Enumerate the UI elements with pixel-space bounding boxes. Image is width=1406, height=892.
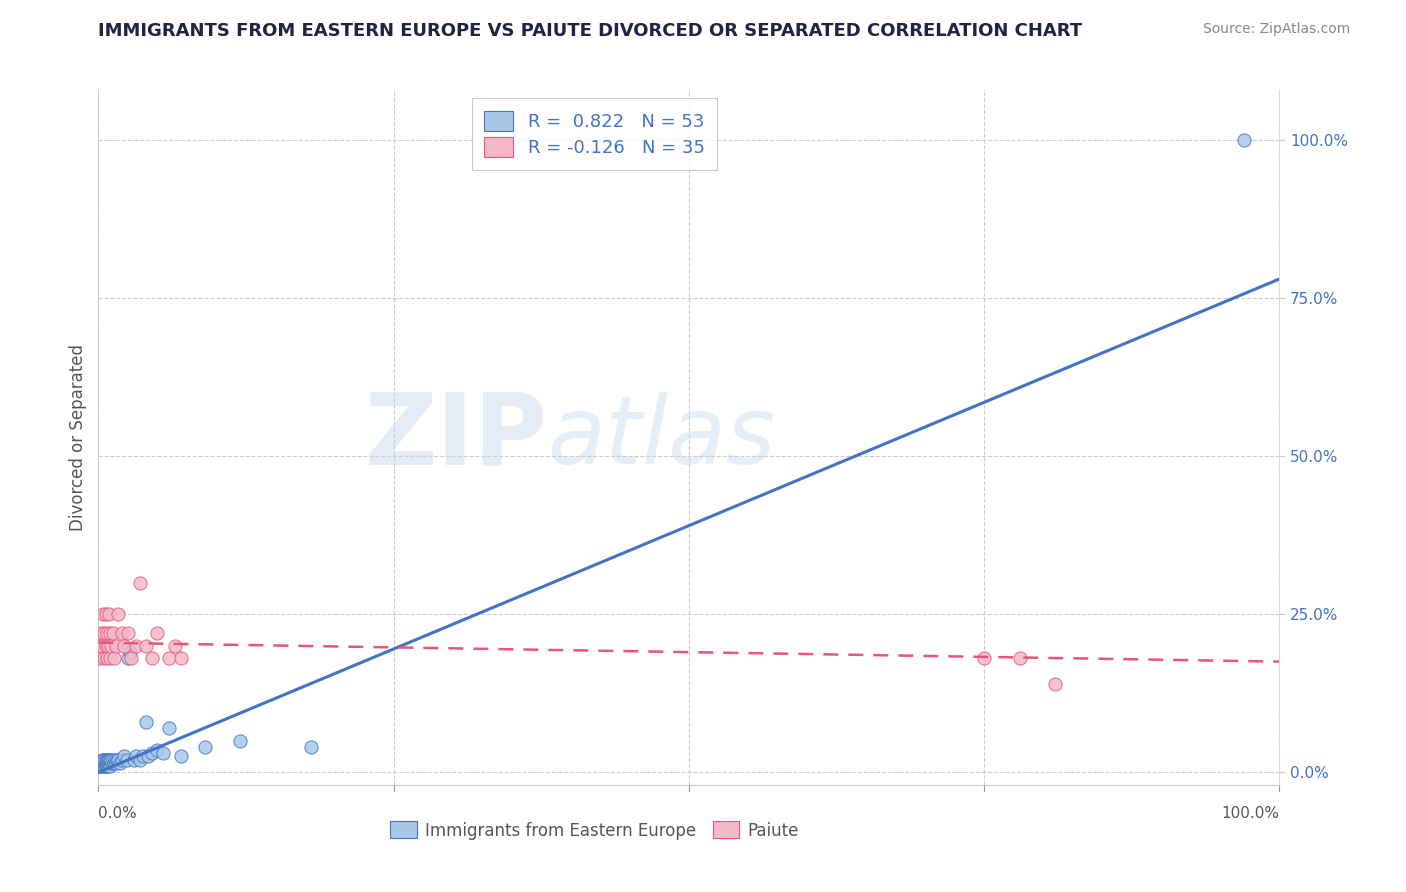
Point bbox=[91, 759, 114, 773]
Point bbox=[91, 753, 114, 767]
Point bbox=[117, 626, 139, 640]
Point bbox=[128, 575, 150, 590]
Point bbox=[97, 753, 120, 767]
Point bbox=[136, 749, 159, 764]
Point bbox=[128, 753, 150, 767]
Point bbox=[103, 651, 125, 665]
Point bbox=[94, 753, 117, 767]
Point bbox=[96, 753, 118, 767]
Point bbox=[98, 759, 121, 773]
Text: Source: ZipAtlas.com: Source: ZipAtlas.com bbox=[1202, 22, 1350, 37]
Point bbox=[146, 626, 169, 640]
Point bbox=[121, 651, 143, 665]
Point bbox=[115, 753, 138, 767]
Point bbox=[98, 756, 121, 770]
Point bbox=[100, 753, 122, 767]
Point bbox=[98, 753, 121, 767]
Point bbox=[101, 753, 124, 767]
Point bbox=[170, 651, 193, 665]
Point bbox=[146, 743, 169, 757]
Point bbox=[122, 753, 145, 767]
Point bbox=[107, 753, 129, 767]
Point bbox=[111, 753, 134, 767]
Point bbox=[1008, 651, 1031, 665]
Point bbox=[107, 607, 129, 622]
Point bbox=[117, 651, 139, 665]
Point bbox=[100, 756, 122, 770]
Point bbox=[93, 651, 115, 665]
Point bbox=[93, 626, 115, 640]
Point bbox=[120, 645, 142, 659]
Point bbox=[96, 651, 118, 665]
Point bbox=[93, 753, 115, 767]
Point bbox=[94, 607, 117, 622]
Point bbox=[1043, 677, 1066, 691]
Point bbox=[135, 714, 157, 729]
Point bbox=[101, 626, 124, 640]
Point bbox=[135, 639, 157, 653]
Point bbox=[100, 639, 122, 653]
Point bbox=[108, 756, 131, 770]
Point bbox=[229, 733, 252, 747]
Point bbox=[91, 759, 114, 773]
Point bbox=[1233, 133, 1256, 147]
Point bbox=[93, 756, 115, 770]
Y-axis label: Divorced or Separated: Divorced or Separated bbox=[69, 343, 87, 531]
Point bbox=[105, 756, 128, 770]
Text: ZIP: ZIP bbox=[364, 389, 547, 485]
Point bbox=[90, 759, 112, 773]
Point bbox=[104, 753, 127, 767]
Point bbox=[89, 759, 111, 773]
Point bbox=[90, 626, 112, 640]
Point bbox=[141, 651, 163, 665]
Point bbox=[91, 607, 114, 622]
Point bbox=[94, 639, 117, 653]
Point bbox=[90, 756, 112, 770]
Point bbox=[91, 639, 114, 653]
Text: IMMIGRANTS FROM EASTERN EUROPE VS PAIUTE DIVORCED OR SEPARATED CORRELATION CHART: IMMIGRANTS FROM EASTERN EUROPE VS PAIUTE… bbox=[98, 22, 1083, 40]
Point bbox=[973, 651, 995, 665]
Point bbox=[125, 749, 148, 764]
Point bbox=[98, 753, 121, 767]
Point bbox=[91, 753, 114, 767]
Point bbox=[112, 749, 135, 764]
Point bbox=[98, 626, 121, 640]
Point bbox=[112, 639, 135, 653]
Point bbox=[299, 739, 322, 754]
Point bbox=[105, 753, 128, 767]
Point bbox=[141, 747, 163, 761]
Point bbox=[105, 639, 128, 653]
Point bbox=[97, 759, 120, 773]
Point bbox=[165, 639, 187, 653]
Point bbox=[93, 759, 115, 773]
Point bbox=[103, 756, 125, 770]
Point bbox=[98, 651, 121, 665]
Point bbox=[157, 721, 180, 735]
Point bbox=[94, 759, 117, 773]
Point bbox=[91, 756, 114, 770]
Point bbox=[98, 607, 121, 622]
Point bbox=[91, 756, 114, 770]
Point bbox=[194, 739, 217, 754]
Point bbox=[89, 651, 111, 665]
Point bbox=[170, 749, 193, 764]
Legend: Immigrants from Eastern Europe, Paiute: Immigrants from Eastern Europe, Paiute bbox=[384, 814, 806, 847]
Text: atlas: atlas bbox=[547, 392, 776, 483]
Point bbox=[157, 651, 180, 665]
Point bbox=[97, 639, 120, 653]
Point bbox=[132, 749, 155, 764]
Text: 0.0%: 0.0% bbox=[98, 805, 138, 821]
Point bbox=[96, 759, 118, 773]
Point bbox=[111, 626, 134, 640]
Point bbox=[97, 756, 120, 770]
Point bbox=[96, 626, 118, 640]
Point bbox=[94, 756, 117, 770]
Point bbox=[152, 747, 174, 761]
Point bbox=[87, 639, 110, 653]
Text: 100.0%: 100.0% bbox=[1222, 805, 1279, 821]
Point bbox=[125, 639, 148, 653]
